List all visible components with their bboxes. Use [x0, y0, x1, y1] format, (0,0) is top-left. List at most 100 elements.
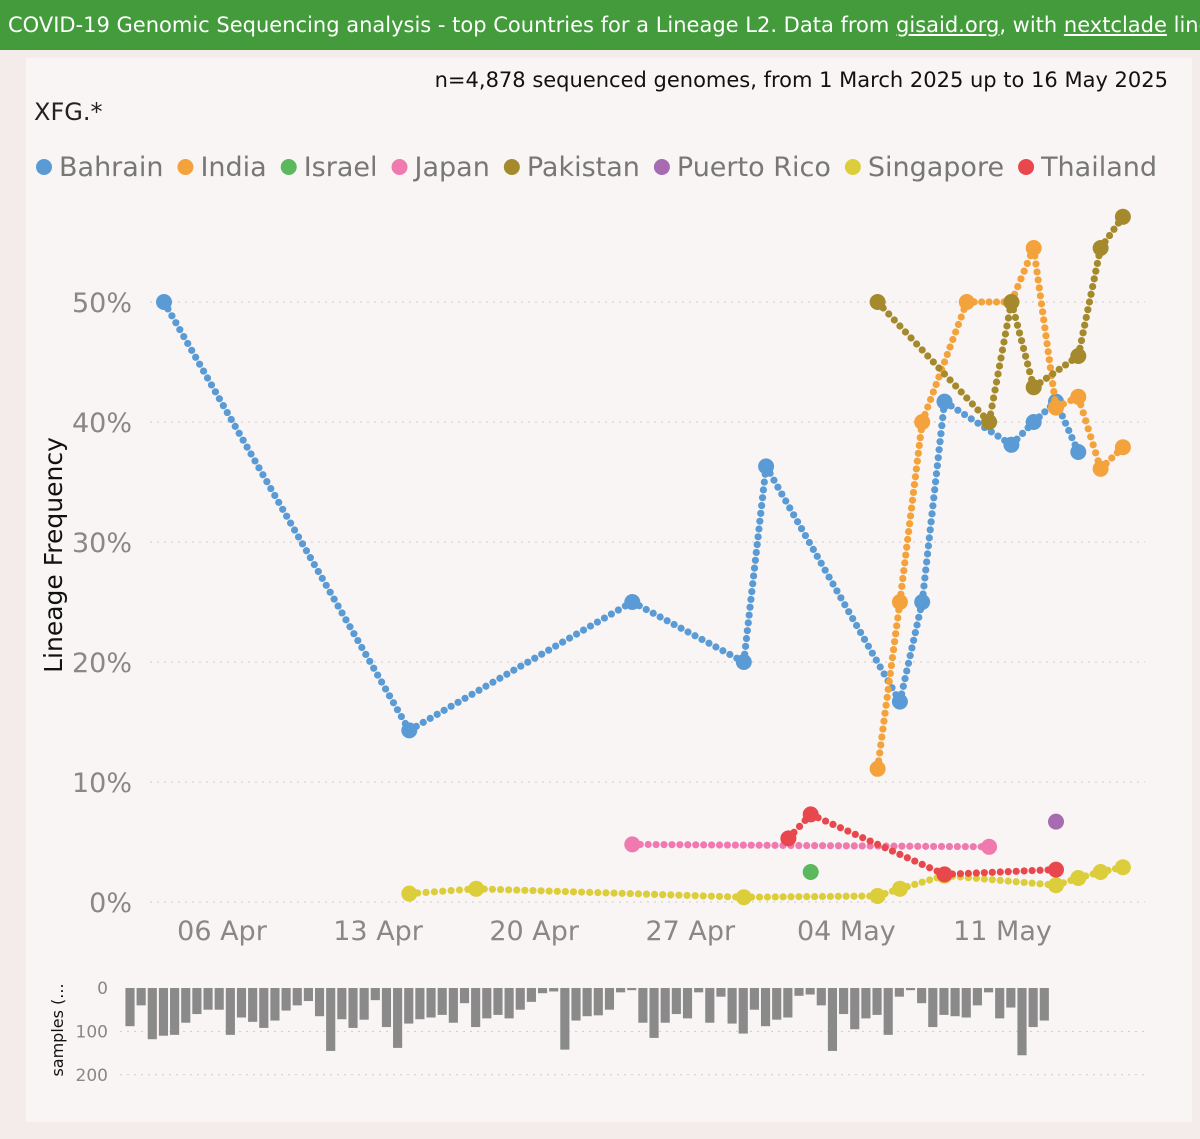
data-point[interactable] — [1070, 870, 1087, 886]
sample-bar[interactable] — [760, 988, 771, 1027]
sample-bar[interactable] — [236, 988, 247, 1018]
sample-bar[interactable] — [270, 988, 280, 1021]
sample-bar[interactable] — [192, 988, 202, 1015]
sample-bar[interactable] — [582, 988, 592, 1017]
sample-bar[interactable] — [125, 988, 135, 1027]
data-point[interactable] — [735, 654, 752, 670]
sample-bar[interactable] — [170, 988, 180, 1035]
sample-bar[interactable] — [894, 988, 904, 997]
sample-bar[interactable] — [816, 988, 826, 1006]
data-point[interactable] — [958, 294, 975, 310]
legend-label-japan[interactable]: Japan — [413, 152, 490, 183]
sample-bar[interactable] — [381, 988, 392, 1028]
sample-bar[interactable] — [928, 988, 938, 1028]
sample-bar[interactable] — [616, 988, 626, 993]
sample-bar[interactable] — [649, 988, 659, 1038]
sample-bar[interactable] — [571, 988, 581, 1021]
sample-bar[interactable] — [939, 988, 949, 1015]
nextclade-link[interactable]: nextclade — [1063, 13, 1167, 37]
sample-bar[interactable] — [359, 988, 369, 1020]
data-point[interactable] — [802, 806, 819, 823]
sample-bar[interactable] — [259, 988, 269, 1028]
sample-bar[interactable] — [136, 988, 146, 1006]
data-point[interactable] — [1048, 861, 1064, 878]
data-point[interactable] — [981, 838, 998, 855]
sample-bar[interactable] — [716, 988, 726, 997]
sample-bar[interactable] — [950, 988, 960, 1017]
data-point[interactable] — [780, 830, 797, 847]
data-point[interactable] — [624, 594, 641, 610]
data-point[interactable] — [936, 866, 953, 883]
sample-bar[interactable] — [961, 988, 971, 1018]
sample-bar[interactable] — [983, 988, 994, 993]
data-point[interactable] — [1048, 399, 1064, 416]
sample-bar[interactable] — [181, 988, 191, 1023]
sample-bar[interactable] — [515, 988, 525, 1010]
data-point[interactable] — [1003, 436, 1020, 453]
sample-bar[interactable] — [1017, 988, 1027, 1056]
sample-bar[interactable] — [281, 988, 291, 1011]
sample-bar[interactable] — [348, 988, 358, 1028]
sample-bar[interactable] — [337, 988, 347, 1020]
data-point[interactable] — [1092, 240, 1109, 256]
sample-bar[interactable] — [861, 988, 871, 1019]
sample-bar[interactable] — [158, 988, 169, 1036]
sample-bar[interactable] — [393, 988, 403, 1048]
data-point[interactable] — [156, 294, 172, 310]
data-point[interactable] — [936, 393, 953, 410]
sample-bar[interactable] — [482, 988, 492, 1019]
sample-bar[interactable] — [225, 988, 235, 1035]
sample-bar[interactable] — [504, 988, 514, 1019]
legend-label-bahrain[interactable]: Bahrain — [59, 152, 163, 183]
data-point[interactable] — [802, 864, 819, 880]
sample-bar[interactable] — [694, 988, 704, 993]
sample-bar[interactable] — [905, 988, 916, 991]
sample-bar[interactable] — [593, 988, 603, 1016]
data-point[interactable] — [914, 594, 931, 610]
sample-bar[interactable] — [214, 988, 224, 1010]
legend-label-israel[interactable]: Israel — [304, 152, 378, 183]
sample-bar[interactable] — [493, 988, 503, 1015]
data-point[interactable] — [891, 594, 908, 610]
data-point[interactable] — [869, 294, 886, 310]
data-point[interactable] — [1114, 208, 1131, 225]
legend-label-thailand[interactable]: Thailand — [1040, 152, 1157, 183]
data-point[interactable] — [468, 880, 485, 897]
sample-bar[interactable] — [1028, 988, 1038, 1028]
sample-bar[interactable] — [671, 988, 681, 1015]
sample-bar[interactable] — [794, 988, 804, 996]
data-point[interactable] — [1092, 460, 1109, 477]
legend-label-singapore[interactable]: Singapore — [868, 152, 1004, 183]
sample-bar[interactable] — [827, 988, 838, 1051]
data-point[interactable] — [1048, 877, 1064, 894]
sample-bar[interactable] — [749, 988, 759, 1010]
data-point[interactable] — [1070, 348, 1087, 364]
sample-bar[interactable] — [203, 988, 213, 1010]
data-point[interactable] — [1114, 439, 1131, 456]
sample-bar[interactable] — [248, 988, 258, 1022]
sample-bar[interactable] — [1039, 988, 1049, 1021]
data-point[interactable] — [1114, 859, 1131, 876]
data-point[interactable] — [1003, 294, 1020, 310]
sample-bar[interactable] — [705, 988, 715, 1023]
data-point[interactable] — [1092, 864, 1109, 880]
sample-bar[interactable] — [995, 988, 1005, 1019]
sample-bar[interactable] — [448, 988, 458, 1023]
sample-bar[interactable] — [537, 988, 548, 994]
legend-label-india[interactable]: India — [200, 152, 266, 183]
sample-bar[interactable] — [850, 988, 860, 1030]
data-point[interactable] — [1025, 240, 1042, 256]
sample-bar[interactable] — [526, 988, 536, 1002]
data-point[interactable] — [1048, 813, 1064, 830]
sample-bar[interactable] — [883, 988, 893, 1035]
sample-bar[interactable] — [459, 988, 470, 1004]
sample-bar[interactable] — [415, 988, 425, 1020]
data-point[interactable] — [758, 458, 775, 475]
data-point[interactable] — [624, 836, 641, 853]
sample-bar[interactable] — [604, 988, 615, 1010]
sample-bar[interactable] — [292, 988, 302, 1006]
sample-bar[interactable] — [314, 988, 325, 1017]
sample-bar[interactable] — [326, 988, 336, 1051]
sample-bar[interactable] — [627, 988, 637, 991]
data-point[interactable] — [981, 414, 998, 430]
